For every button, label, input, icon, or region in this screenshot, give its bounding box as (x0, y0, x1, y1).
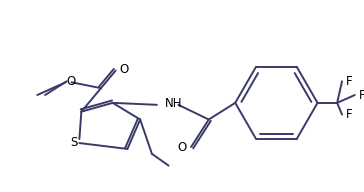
Text: O: O (66, 75, 75, 88)
Text: F: F (346, 108, 353, 121)
Text: O: O (26, 89, 35, 103)
Text: F: F (359, 89, 364, 102)
Text: F: F (346, 75, 353, 88)
Text: O: O (177, 142, 186, 154)
Text: S: S (70, 136, 77, 149)
Text: O: O (119, 63, 129, 76)
Text: NH: NH (165, 97, 182, 110)
